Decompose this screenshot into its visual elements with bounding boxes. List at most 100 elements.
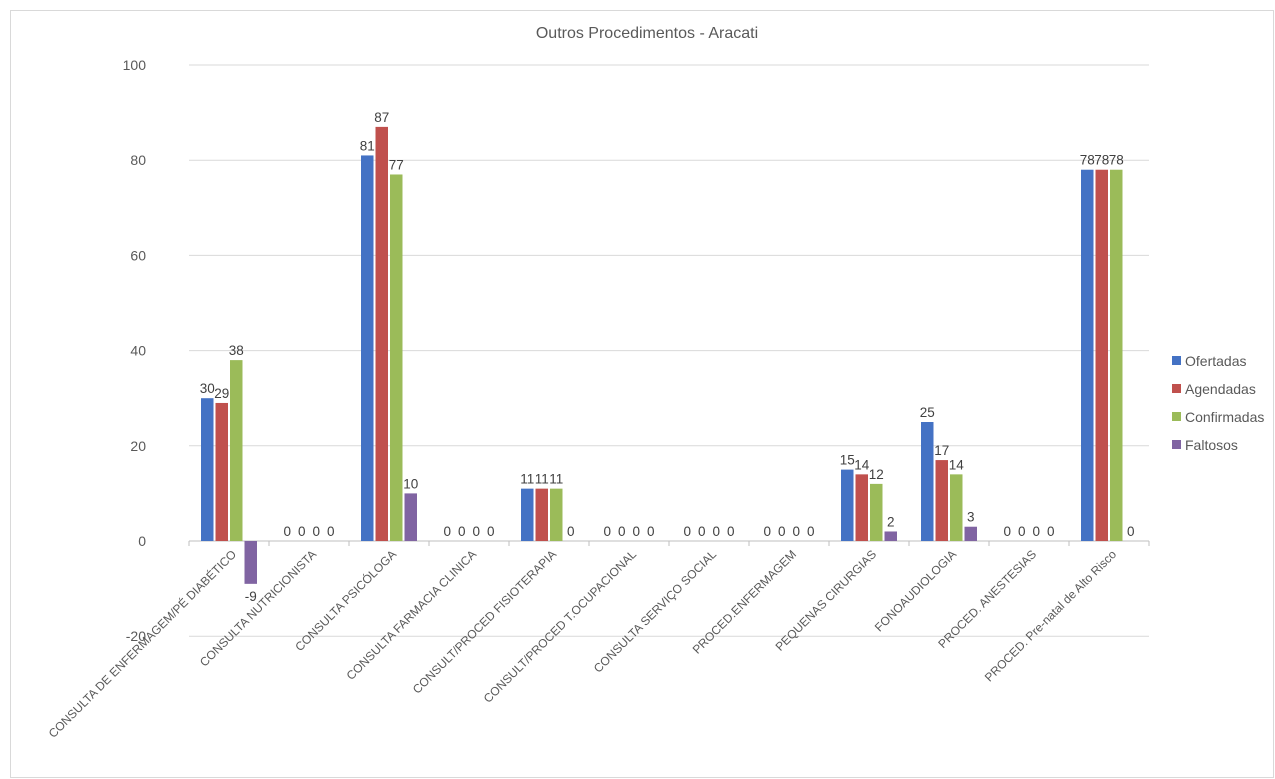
bar-agendadas	[935, 460, 948, 541]
data-label: 0	[778, 524, 786, 539]
legend-label: Agendadas	[1185, 381, 1256, 397]
data-label: 10	[403, 476, 418, 491]
data-label: 11	[520, 472, 534, 487]
bar-confirmadas	[550, 488, 563, 541]
data-label: 30	[200, 381, 215, 396]
bar-faltosos	[884, 531, 897, 541]
data-label: 15	[840, 453, 855, 468]
data-label: 0	[298, 524, 306, 539]
legend-item: Faltosos	[1172, 437, 1238, 453]
bar-faltosos	[964, 526, 977, 541]
y-axis: -20 0 20 40 60 80 100	[123, 57, 147, 644]
category-label: CONSULT/PROCED FISIOTERAPIA	[410, 547, 559, 696]
bars	[201, 126, 1123, 584]
data-label: -9	[245, 589, 257, 604]
bar-confirmadas	[1110, 169, 1123, 541]
bar-ofertadas	[841, 469, 854, 541]
bar-faltosos	[404, 493, 417, 541]
data-label: 0	[618, 524, 626, 539]
y-tick-label: 40	[130, 343, 146, 359]
data-label: 78	[1094, 153, 1109, 168]
legend-item: Agendadas	[1172, 381, 1256, 397]
bar-confirmadas	[870, 483, 883, 541]
data-label: 38	[229, 343, 244, 358]
legend-swatch	[1172, 356, 1181, 365]
legend-label: Faltosos	[1185, 437, 1238, 453]
bar-agendadas	[855, 474, 868, 541]
category-label: FONOAUDIOLOGIA	[872, 547, 959, 634]
data-label: 0	[472, 524, 480, 539]
data-label: 11	[549, 472, 563, 487]
bar-agendadas	[215, 402, 228, 541]
data-label: 78	[1109, 153, 1124, 168]
legend-label: Ofertadas	[1185, 353, 1246, 369]
data-label: 78	[1080, 153, 1095, 168]
data-label: 0	[1047, 524, 1055, 539]
bar-ofertadas	[361, 155, 374, 541]
bar-chart: Outros Procedimentos - Aracati -20020406…	[45, 25, 1264, 741]
category-labels: CONSULTA DE ENFERMAGEM/PÉ DIABÉTICO CONSU…	[45, 547, 1119, 741]
data-label: 12	[869, 467, 884, 482]
y-tick-label: 80	[130, 152, 146, 168]
category-label: CONSULTA DE ENFERMAGEM/PÉ DIABÉTICO	[45, 547, 239, 741]
data-label: 0	[763, 524, 771, 539]
legend-item: Ofertadas	[1172, 353, 1246, 369]
bar-ofertadas	[201, 398, 214, 541]
data-label: 0	[1127, 524, 1135, 539]
data-label: 3	[967, 510, 975, 525]
y-tick-label: 20	[130, 438, 146, 454]
data-label: 77	[389, 157, 404, 172]
data-label: 25	[920, 405, 935, 420]
data-label: 0	[443, 524, 451, 539]
category-label: PROCED. Pre-natal de Alto Risco	[982, 547, 1119, 684]
bar-confirmadas	[950, 474, 963, 541]
bar-ofertadas	[921, 422, 934, 541]
data-label: 0	[712, 524, 720, 539]
legend-label: Confirmadas	[1185, 409, 1264, 425]
data-label: 81	[360, 138, 375, 153]
gridlines	[189, 64, 1149, 637]
data-label: 0	[312, 524, 320, 539]
data-label: 2	[887, 514, 895, 529]
data-label: 0	[683, 524, 691, 539]
data-label: 0	[458, 524, 466, 539]
legend-swatch	[1172, 440, 1181, 449]
bar-agendadas	[535, 488, 548, 541]
category-label: CONSULT/PROCED T.OCUPACIONAL	[481, 547, 640, 706]
y-tick-label: 0	[138, 533, 146, 549]
data-label: 0	[567, 524, 575, 539]
data-label: 0	[727, 524, 735, 539]
data-label: 14	[854, 457, 870, 472]
chart-title: Outros Procedimentos - Aracati	[536, 25, 758, 42]
data-label: 14	[949, 457, 965, 472]
category-label: CONSULTA FARMACIA CLINICA	[344, 547, 479, 682]
bar-ofertadas	[521, 488, 534, 541]
data-label: 17	[934, 443, 949, 458]
bar-confirmadas	[390, 174, 403, 542]
y-tick-label: -20	[126, 628, 146, 644]
bar-ofertadas	[1081, 169, 1094, 541]
bar-agendadas	[375, 126, 388, 541]
data-label: 0	[603, 524, 611, 539]
data-label: 0	[698, 524, 706, 539]
legend-swatch	[1172, 384, 1181, 393]
bar-confirmadas	[230, 360, 243, 541]
legend-item: Confirmadas	[1172, 409, 1264, 425]
data-label: 0	[327, 524, 335, 539]
chart-frame: Outros Procedimentos - Aracati -20 0 20 40 6…	[10, 10, 1274, 778]
data-label: 0	[807, 524, 815, 539]
legend: Ofertadas Agendadas Confirmadas Faltosos	[1172, 353, 1264, 453]
data-label: 11	[535, 472, 549, 487]
y-tick-label: 100	[123, 57, 147, 73]
data-label: 0	[1032, 524, 1040, 539]
data-label: 0	[487, 524, 495, 539]
data-label: 0	[283, 524, 291, 539]
data-label: 87	[374, 110, 389, 125]
data-label: 0	[1003, 524, 1011, 539]
data-label: 29	[214, 386, 229, 401]
data-label: 0	[632, 524, 640, 539]
data-label: 0	[1018, 524, 1026, 539]
data-label: 0	[647, 524, 655, 539]
y-tick-label: 60	[130, 247, 146, 263]
